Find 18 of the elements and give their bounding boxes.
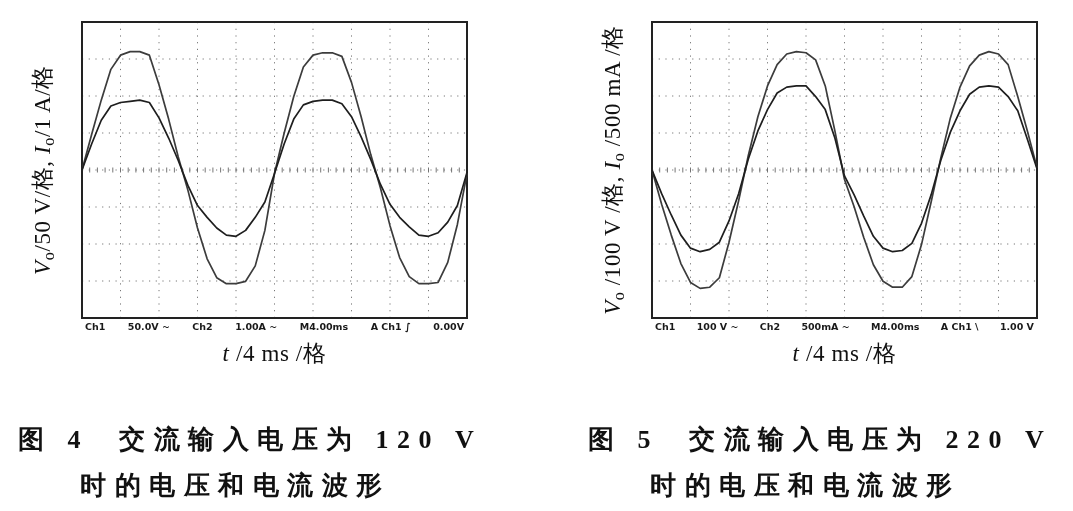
annotation-label: 1.00 V [999, 321, 1034, 332]
text: 图 5 交流输入电压为 220 V 时的电压和电流波形 [588, 425, 1053, 500]
annotation-label: A Ch1 ∫ [370, 321, 411, 332]
annotation-label: Ch2 [759, 321, 781, 332]
x-axis-title: t /4 ms /格 [222, 341, 327, 366]
annotation-label: 1.00A ~ [235, 321, 278, 332]
annotation-label: Ch1 [85, 321, 106, 332]
annotation-label: A Ch1 \ [940, 321, 979, 332]
text: 图 4 交流输入电压为 120 V 时的电压和电流波形 [18, 425, 483, 500]
annotation-label: 0.00V [433, 321, 464, 332]
x-axis-title: t /4 ms /格 [792, 341, 897, 366]
annotation-label: 100 V ~ [696, 321, 739, 332]
annotation-label: Ch2 [192, 321, 213, 332]
annotation-label: Ch1 [655, 321, 676, 332]
annotation-label: M4.00ms [299, 321, 349, 332]
annotation-label: M4.00ms [871, 321, 920, 332]
annotation-label: 500mA ~ [801, 321, 850, 332]
annotation-label: 50.0V ~ [127, 321, 170, 332]
